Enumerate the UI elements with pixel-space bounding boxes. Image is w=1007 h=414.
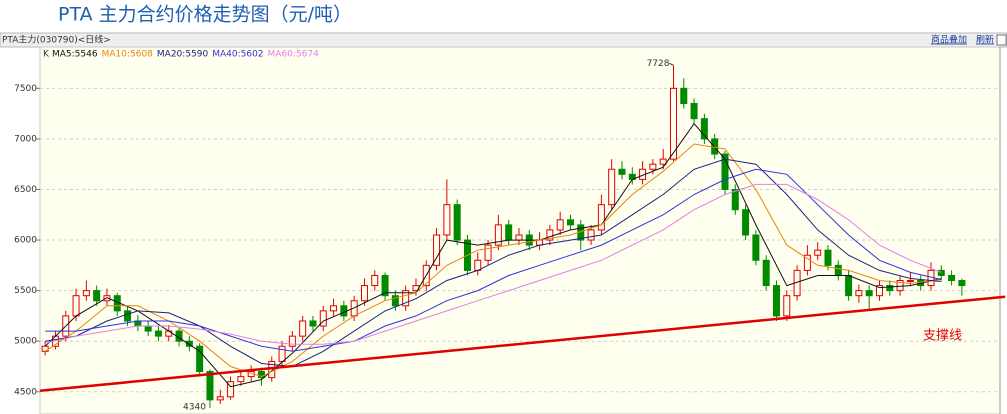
candle-body (165, 330, 173, 337)
candle-body (566, 219, 574, 226)
candle-body (381, 274, 389, 297)
candle-body (948, 274, 956, 282)
candle-body (237, 376, 245, 383)
candle-body (587, 229, 595, 241)
candle-body (783, 295, 791, 317)
y-tick-label: 7000 (14, 134, 37, 144)
ma-line (45, 168, 942, 352)
candle-body (855, 290, 863, 297)
candle-body (453, 204, 461, 241)
candle-body (124, 310, 132, 322)
candle-body (288, 335, 296, 347)
candle-body (896, 280, 904, 292)
legend-entry: MA5:5546 (52, 50, 98, 60)
candle-body (309, 320, 317, 327)
candle-body (505, 224, 513, 241)
instrument-label: PTA主力(030790)<日线> (2, 34, 111, 46)
candle-body (330, 305, 338, 312)
support-line (39, 295, 1006, 393)
y-tick-label: 5000 (14, 337, 37, 347)
candle-body (659, 158, 667, 165)
candle-body (278, 345, 286, 362)
candle-body (319, 310, 327, 327)
candle-body (937, 269, 945, 276)
candle-body (680, 87, 688, 105)
toolbar (0, 32, 1007, 48)
candle-body (690, 103, 698, 120)
low-label: 4340 (183, 402, 206, 412)
candle-body (649, 163, 657, 170)
ma-line (44, 143, 942, 378)
legend-entry: MA40:5602 (212, 50, 263, 60)
refresh-button[interactable]: 刷新 (976, 34, 994, 46)
candle-body (216, 396, 224, 401)
high-pointer (669, 62, 674, 66)
candle-body (93, 290, 101, 302)
candle-body (834, 264, 842, 276)
y-tick-label: 6500 (14, 185, 37, 195)
candle-body (371, 274, 379, 287)
candle-body (669, 87, 677, 160)
candle-body (391, 295, 399, 307)
legend-entry: MA10:5608 (102, 50, 154, 60)
high-label: 7728 (647, 59, 670, 69)
y-tick-label: 5500 (14, 286, 37, 296)
candle-body (299, 320, 307, 337)
candle-body (886, 285, 894, 292)
chart-title: PTA 主力合约价格走势图（元/吨） (58, 4, 352, 26)
candle-body (484, 244, 492, 261)
ma-line (45, 158, 942, 368)
candle-body (196, 345, 204, 373)
candle-body (402, 290, 410, 307)
candle-body (227, 381, 235, 398)
candle-body (360, 285, 368, 302)
candle-body (906, 280, 914, 283)
candle-body (700, 118, 708, 140)
candle-body (556, 219, 564, 231)
candle-body (958, 280, 966, 287)
candle-body (443, 204, 451, 236)
candle-body (206, 371, 214, 401)
ma-line (45, 183, 942, 345)
y-tick-label: 4500 (14, 387, 37, 397)
candle-body (865, 290, 873, 297)
candle-body (72, 295, 80, 317)
candle-body (814, 249, 822, 256)
candle-body (185, 340, 193, 347)
legend-entry: MA20:5590 (157, 50, 209, 60)
ma-line (44, 122, 942, 388)
candle-body (772, 285, 780, 317)
candle-body (824, 249, 832, 266)
candle-body (845, 274, 853, 297)
candle-body (803, 254, 811, 271)
overlay-button[interactable]: 商品叠加 (931, 34, 967, 46)
candle-body (433, 234, 441, 266)
menu-icon[interactable] (996, 34, 1007, 46)
candle-body (546, 229, 554, 241)
candle-body (144, 325, 152, 332)
candle-body (82, 290, 90, 297)
candle-body (731, 188, 739, 211)
candle-body (875, 285, 883, 297)
candle-body (494, 224, 502, 246)
y-tick-label: 6000 (14, 236, 37, 246)
legend-label: K (43, 50, 50, 60)
candle-body (515, 234, 523, 241)
legend-entry: MA60:5674 (268, 50, 320, 60)
support-label: 支撑线 (923, 329, 962, 344)
y-tick-label: 7500 (14, 84, 37, 94)
candle-body (762, 259, 770, 287)
candle-body (742, 209, 750, 236)
candle-body (608, 168, 616, 206)
candle-body (257, 371, 265, 379)
candle-body (597, 204, 605, 231)
plot-area (39, 46, 1001, 414)
candle-body (721, 153, 729, 190)
candle-body (618, 168, 626, 175)
candle-body (752, 234, 760, 261)
candle-body (154, 330, 162, 337)
